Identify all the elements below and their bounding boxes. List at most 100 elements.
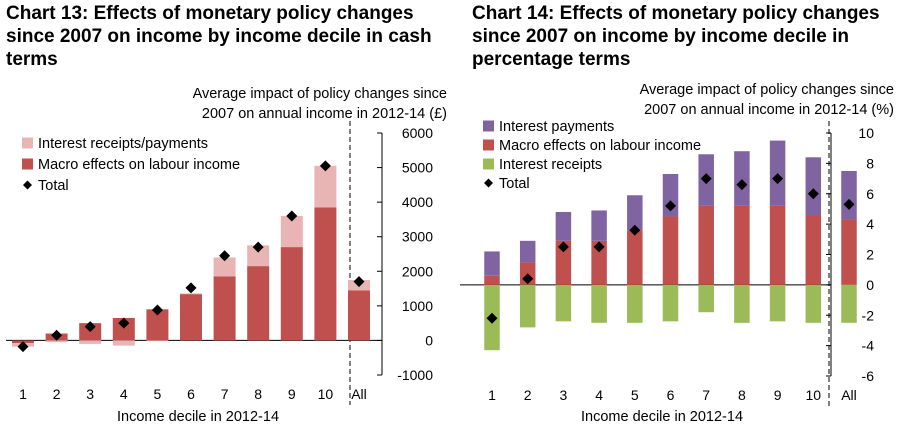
- chart-14-bar-interest-receipts-3: [555, 284, 572, 322]
- chart-13-y-tick-label: 5000: [402, 160, 433, 176]
- chart-14-bar-interest-payments-8: [734, 151, 750, 206]
- chart-13-y-tick-label: 1000: [402, 298, 433, 314]
- chart-13-category-label: 8: [254, 386, 262, 402]
- chart-13-legend-swatch-interest-receipts-payments: [22, 137, 33, 149]
- chart-14-bar-interest-receipts-10: [805, 284, 822, 323]
- chart-14-total-marker-4: [593, 241, 605, 253]
- chart-14-bar-macro-effects-on-labour-income-3: [555, 240, 572, 285]
- chart-14-bar-interest-receipts-7: [698, 284, 714, 313]
- chart-13-title: Chart 13: Effects of monetary policy cha…: [6, 3, 432, 70]
- chart-14-legend-label-total: Total: [499, 176, 530, 192]
- chart-13-category-label: 4: [120, 386, 128, 402]
- chart-14-y-tick-label: 4: [866, 216, 874, 232]
- chart-14-panel: Chart 14: Effects of monetary policy cha…: [454, 0, 908, 441]
- chart-13-bar-interest-receipts-payments-10: [314, 165, 337, 208]
- chart-13-xlabel: Income decile in 2012-14: [117, 409, 279, 425]
- chart-14-title: Chart 14: Effects of monetary policy cha…: [472, 3, 880, 70]
- chart-13-category-label: 7: [221, 386, 229, 402]
- chart-13-category-label: All: [351, 386, 367, 402]
- chart-14-bar-interest-receipts-5: [627, 284, 643, 323]
- chart-13-bar-macro-effects-on-labour-income-10: [314, 207, 337, 341]
- chart-14-total-marker-6: [665, 200, 676, 212]
- chart-13-bar-macro-effects-on-labour-income-7: [213, 276, 236, 341]
- chart-14-total-marker-1: [486, 312, 498, 324]
- chart-14-legend-swatch-interest-receipts: [483, 158, 494, 170]
- chart-13-bar-interest-receipts-payments-9: [280, 215, 303, 248]
- chart-13-y-tick-label: -1000: [397, 367, 433, 383]
- chart-14-y-tick-label: 0: [866, 277, 874, 293]
- chart-13-bar-macro-effects-on-labour-income-4: [112, 317, 135, 341]
- chart-14-y-tick-label: 6: [866, 186, 874, 202]
- chart-14-category-label: 6: [667, 387, 675, 403]
- chart-13-category-label: 5: [154, 386, 162, 402]
- chart-13-legend-label-macro-effects-on-labour-income: Macro effects on labour income: [38, 157, 240, 173]
- chart-14-category-label: 2: [524, 387, 532, 403]
- chart-13-total-marker-10: [319, 160, 331, 172]
- chart-14-bar-interest-payments-all: [841, 170, 857, 220]
- chart-14-y-tick-label: 8: [866, 155, 874, 171]
- chart-13-bar-interest-receipts-payments-3: [79, 340, 102, 344]
- chart-13-y-tick-label: 0: [425, 332, 433, 348]
- chart-13-ylabel-line1: Average impact of policy changes since: [193, 86, 447, 102]
- chart-13-category-label: 6: [187, 386, 195, 402]
- chart-13-legend-label-total: Total: [38, 178, 69, 194]
- chart-13-legend-swatch-total: [23, 180, 32, 190]
- chart-14-y-tick-label: 2: [866, 247, 874, 263]
- chart-14-bar-macro-effects-on-labour-income-1: [484, 275, 500, 285]
- chart-14-bar-macro-effects-on-labour-income-6: [662, 216, 679, 285]
- chart-14-bar-interest-receipts-4: [591, 284, 607, 323]
- chart-13-bar-interest-receipts-payments-8: [247, 245, 270, 267]
- chart-13-bar-macro-effects-on-labour-income-6: [180, 293, 202, 341]
- chart-13-ylabel-line2: 2007 on annual income in 2012-14 (£): [202, 106, 447, 122]
- chart-14-bar-macro-effects-on-labour-income-all: [841, 219, 857, 285]
- chart-14-category-label: 10: [806, 387, 822, 403]
- chart-14-total-marker-8: [736, 179, 748, 191]
- chart-13-bar-macro-effects-on-labour-income-all: [348, 290, 370, 341]
- chart-14-bar-macro-effects-on-labour-income-7: [698, 205, 714, 285]
- chart-14-total-marker-5: [629, 224, 641, 236]
- chart-13-bar-interest-receipts-payments-7: [213, 257, 236, 277]
- chart-13-total-marker-9: [286, 210, 298, 222]
- chart-13-bar-interest-receipts-payments-4: [112, 340, 135, 346]
- chart-14-bar-macro-effects-on-labour-income-8: [734, 205, 750, 285]
- chart-14-legend-label-interest-payments: Interest payments: [499, 119, 614, 135]
- chart-14-y-tick-label: -6: [862, 368, 875, 384]
- chart-13-category-label: 1: [19, 386, 27, 402]
- chart-14-bar-interest-payments-3: [555, 211, 572, 241]
- chart-14-svg: Average impact of policy changes since20…: [460, 82, 894, 425]
- chart-14-bar-macro-effects-on-labour-income-10: [805, 215, 822, 285]
- chart-14-category-label: 7: [702, 387, 710, 403]
- chart-14-xlabel: Income decile in 2012-14: [581, 409, 743, 425]
- chart-14-bar-macro-effects-on-labour-income-5: [627, 230, 643, 285]
- chart-13-total-marker-1: [17, 341, 29, 353]
- chart-14-total-marker-all: [843, 198, 855, 210]
- chart-14-bar-interest-payments-1: [484, 251, 500, 276]
- chart-13-bar-macro-effects-on-labour-income-5: [146, 309, 169, 341]
- chart-14-y-tick-label: -4: [862, 338, 875, 354]
- chart-14-ylabel-line2: 2007 on annual income in 2012-14 (%): [644, 102, 894, 118]
- chart-14-bar-interest-receipts-8: [734, 284, 750, 323]
- chart-14-bar-interest-receipts-6: [662, 284, 679, 322]
- chart-14-bar-interest-receipts-9: [769, 284, 786, 322]
- chart-13-category-label: 2: [53, 386, 61, 402]
- chart-14-category-label: 9: [774, 387, 782, 403]
- chart-13-total-marker-6: [185, 282, 197, 294]
- chart-13-total-marker-7: [219, 250, 231, 262]
- chart-13-bar-interest-receipts-payments-5: [146, 340, 169, 342]
- chart-14-bar-macro-effects-on-labour-income-9: [769, 205, 786, 285]
- chart-14-total-marker-3: [557, 241, 569, 253]
- chart-13-svg: Average impact of policy changes since20…: [6, 86, 447, 425]
- chart-14-category-label: All: [841, 387, 857, 403]
- chart-13-category-label: 9: [288, 386, 296, 402]
- chart-13-total-marker-2: [51, 329, 63, 341]
- chart-14-legend-swatch-total: [484, 178, 493, 188]
- chart-14-legend-label-interest-receipts: Interest receipts: [499, 157, 602, 173]
- chart-13-total-marker-8: [252, 241, 264, 253]
- chart-14-category-label: 1: [488, 387, 496, 403]
- chart-14-legend-swatch-macro-effects-on-labour-income: [483, 139, 494, 151]
- chart-14-bar-interest-payments-4: [591, 210, 607, 241]
- chart-14-legend-label-macro-effects-on-labour-income: Macro effects on labour income: [499, 138, 701, 154]
- chart-13-panel: Chart 13: Effects of monetary policy cha…: [6, 3, 447, 425]
- chart-14-bar-interest-payments-2: [519, 240, 536, 263]
- chart-14-total-marker-10: [807, 188, 819, 200]
